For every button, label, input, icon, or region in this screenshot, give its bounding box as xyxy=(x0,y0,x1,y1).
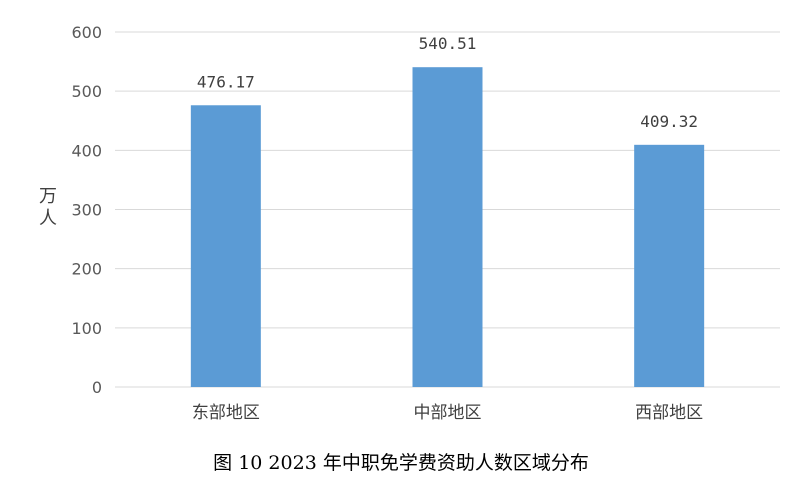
bars xyxy=(190,67,705,388)
y-tick-label: 600 xyxy=(71,23,102,42)
y-tick-label: 0 xyxy=(92,378,102,397)
y-axis-label: 万人 xyxy=(39,186,57,229)
y-tick-label: 300 xyxy=(71,201,102,220)
data-label: 476.17 xyxy=(197,72,255,91)
bar-chart: 0 100 200 300 400 500 600 476.17 540.51 409.32 东… xyxy=(39,23,780,423)
y-tick-label: 500 xyxy=(71,82,102,101)
y-tick-label: 100 xyxy=(71,319,102,338)
x-category-label: 西部地区 xyxy=(635,403,703,423)
y-tick-label: 200 xyxy=(71,260,102,279)
figure-caption: 图 10 2023 年中职免学费资助人数区域分布 xyxy=(213,452,589,474)
bar xyxy=(412,67,483,388)
x-category-label: 东部地区 xyxy=(192,403,260,423)
x-axis-categories: 东部地区 中部地区 西部地区 xyxy=(192,403,703,423)
data-labels: 476.17 540.51 409.32 xyxy=(197,34,698,131)
data-label: 409.32 xyxy=(640,112,698,131)
y-tick-label: 400 xyxy=(71,141,102,160)
bar xyxy=(634,144,705,387)
bar xyxy=(190,105,261,387)
y-axis-ticks: 0 100 200 300 400 500 600 xyxy=(71,23,102,397)
data-label: 540.51 xyxy=(419,34,477,53)
x-category-label: 中部地区 xyxy=(414,403,482,423)
